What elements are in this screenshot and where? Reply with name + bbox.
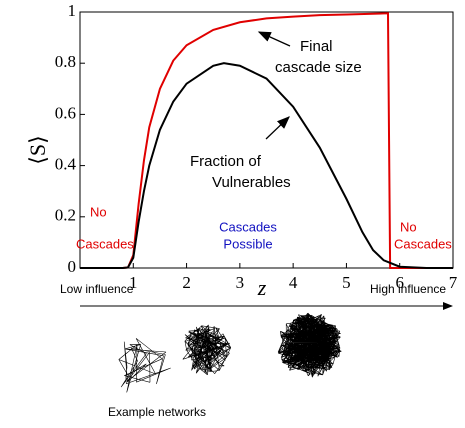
annotation-arrow [257, 31, 291, 47]
x-tick-label: 7 [449, 273, 458, 292]
y-axis-label: ⟨S⟩ [25, 135, 50, 164]
line [80, 12, 453, 269]
example-networks [118, 312, 342, 393]
x-tick-label: 5 [342, 273, 351, 292]
annotation: Final [300, 38, 333, 55]
y-tick-label: 0 [68, 257, 77, 276]
low-influence-label: Low influence [60, 282, 134, 296]
x-tick-label: 3 [236, 273, 245, 292]
network-edges [182, 324, 232, 376]
y-tick-label: 0.4 [55, 155, 77, 174]
network-edges [118, 338, 171, 393]
annotation: Cascades [394, 236, 452, 251]
plot-frame [79, 11, 454, 269]
y-tick-label: 1 [68, 1, 77, 20]
x-axis-label: z [257, 275, 267, 300]
annotation: Fraction of [190, 153, 262, 170]
y-tick-label: 0.6 [55, 103, 76, 122]
annotation: No [400, 219, 417, 234]
annotation: Vulnerables [212, 174, 291, 191]
x-tick-label: 4 [289, 273, 298, 292]
y-tick-label: 0.2 [55, 206, 76, 225]
high-influence-label: High influence [370, 282, 446, 296]
annotation: No [90, 204, 107, 219]
annotation: cascade size [275, 59, 362, 76]
network-edges [277, 312, 342, 378]
x-tick-label: 2 [182, 273, 191, 292]
annotation-arrow [265, 116, 290, 140]
y-tick-label: 0.8 [55, 52, 76, 71]
annotation: Cascades [219, 219, 277, 234]
line [80, 62, 453, 269]
x-tick-label: 1 [129, 273, 138, 292]
x-tick-label: 6 [395, 273, 404, 292]
annotation: Possible [223, 236, 272, 251]
networks-label: Example networks [108, 405, 206, 419]
annotation: Cascades [76, 236, 134, 251]
